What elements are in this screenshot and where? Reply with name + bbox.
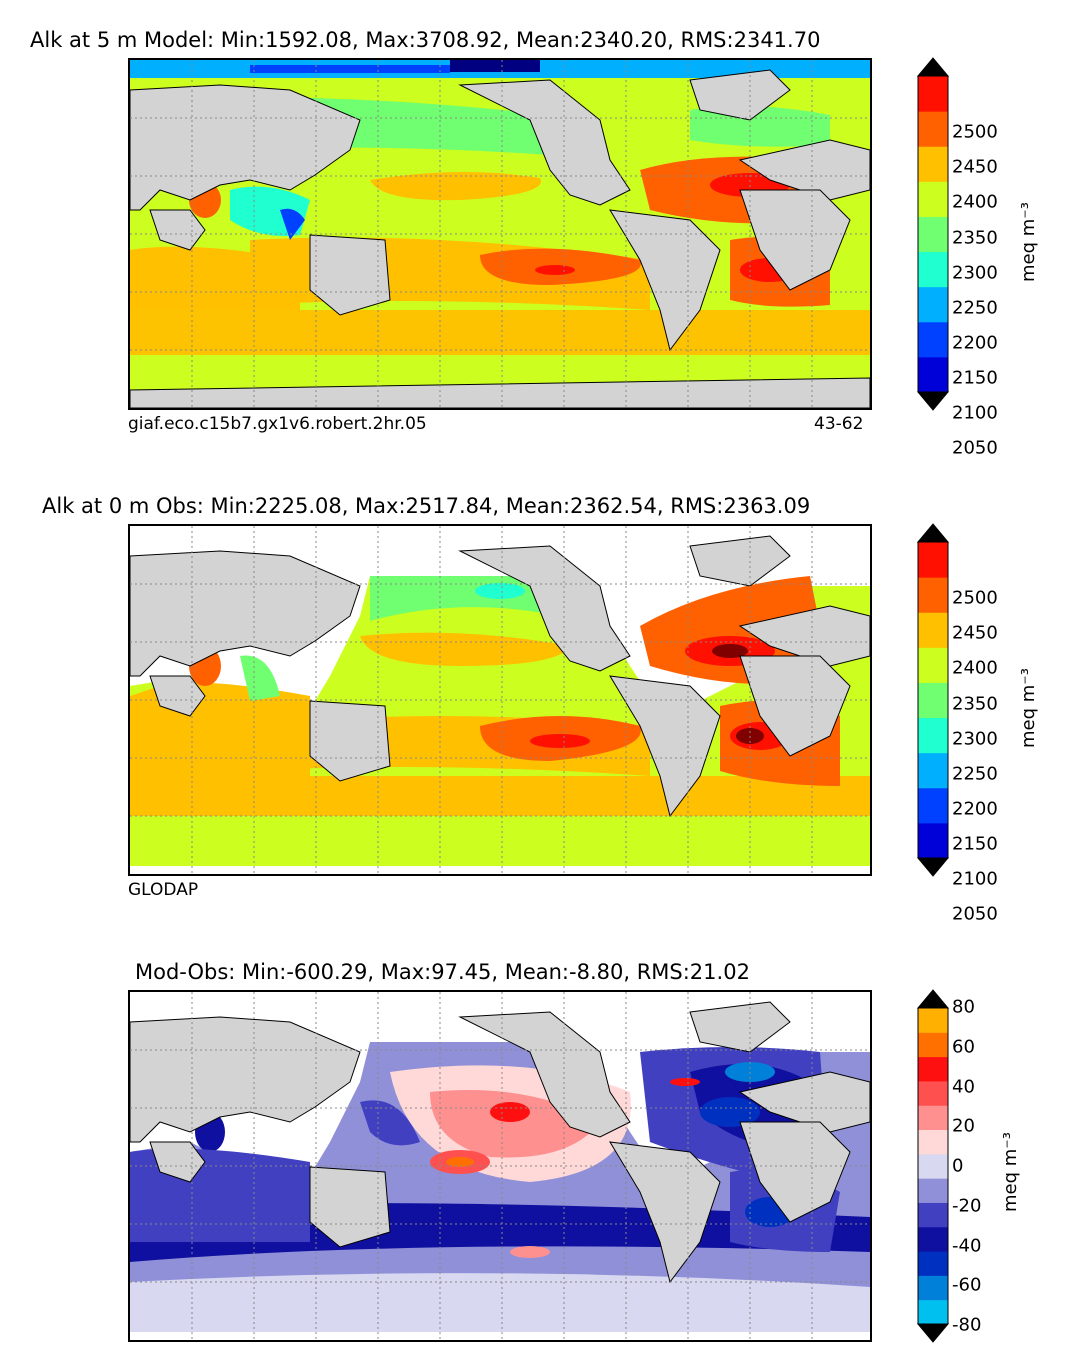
- colorbar-segment: [918, 356, 948, 393]
- colorbar-tick-label: 2300: [952, 728, 998, 750]
- colorbar-tick-label: 2250: [952, 297, 998, 319]
- colorbar-segment: [918, 216, 948, 253]
- colorbar-segment: [918, 1226, 948, 1252]
- colorbar-segment: [918, 752, 948, 789]
- colorbar-extend-min: [916, 857, 950, 877]
- colorbar-segment: [918, 822, 948, 859]
- diff-title: Mod-Obs: Min:-600.29, Max:97.45, Mean:-8…: [135, 960, 750, 984]
- colorbar-tick-label: 2500: [952, 121, 998, 143]
- colorbar-extend-min: [916, 391, 950, 411]
- colorbar-extend-min: [916, 1323, 950, 1343]
- colorbar-tick-label: 80: [952, 996, 975, 1018]
- colorbar-segment: [918, 1275, 948, 1301]
- colorbar-tick-label: 2200: [952, 798, 998, 820]
- model-title: Alk at 5 m Model: Min:1592.08, Max:3708.…: [30, 28, 821, 52]
- colorbar-tick-label: 2250: [952, 763, 998, 785]
- colorbar-segment: [918, 181, 948, 217]
- colorbar-segment: [918, 1251, 948, 1276]
- colorbar-tick-label: 2350: [952, 227, 998, 248]
- colorbar-segment: [918, 251, 948, 288]
- colorbar-segment: [918, 1202, 948, 1228]
- model-years-label: 43-62: [814, 414, 864, 434]
- colorbar-tick-label: 2350: [952, 693, 998, 714]
- colorbar-tick-label: -20: [952, 1195, 982, 1217]
- colorbar-segment: [918, 111, 948, 147]
- diff-colorbar: [916, 989, 950, 1343]
- colorbar-segment: [918, 1105, 948, 1131]
- model-colorbar: [916, 57, 950, 411]
- colorbar-frame: [917, 75, 949, 393]
- colorbar-segment: [918, 1129, 948, 1155]
- colorbar-segment: [918, 1056, 948, 1082]
- colorbar-tick-label: -40: [952, 1235, 982, 1256]
- colorbar-tick-label: 0: [952, 1155, 964, 1177]
- colorbar-segment: [918, 1080, 948, 1106]
- colorbar-segment: [918, 1008, 948, 1033]
- diff-colorbar-unit: meq m⁻³: [1000, 1131, 1021, 1212]
- colorbar-tick-label: 2100: [952, 402, 998, 424]
- colorbar-tick-label: 2500: [952, 587, 998, 609]
- colorbar-segment: [918, 682, 948, 719]
- colorbar-extend-max: [916, 57, 950, 77]
- colorbar-segment: [918, 717, 948, 754]
- colorbar-segment: [918, 1032, 948, 1058]
- colorbar-tick-label: 2450: [952, 622, 998, 644]
- colorbar-tick-label: 2050: [952, 437, 998, 459]
- colorbar-segment: [918, 286, 948, 323]
- colorbar-tick-label: -80: [952, 1314, 982, 1336]
- colorbar-segment: [918, 1178, 948, 1203]
- colorbar-tick-label: 2300: [952, 262, 998, 284]
- colorbar-tick-label: 2200: [952, 332, 998, 354]
- colorbar-segment: [918, 321, 948, 358]
- obs-title: Alk at 0 m Obs: Min:2225.08, Max:2517.84…: [42, 494, 811, 518]
- colorbar-segment: [918, 76, 948, 112]
- colorbar-tick-label: 2400: [952, 191, 998, 213]
- colorbar-frame: [917, 541, 949, 859]
- obs-source-label: GLODAP: [128, 880, 199, 900]
- colorbar-segment: [918, 146, 948, 182]
- colorbar-frame: [917, 1007, 949, 1325]
- colorbar-extend-max: [916, 989, 950, 1009]
- diff-map: [128, 990, 872, 1342]
- colorbar-segment: [918, 542, 948, 578]
- colorbar-tick-label: 2450: [952, 156, 998, 178]
- colorbar-segment: [918, 612, 948, 648]
- obs-colorbar-unit: meq m⁻³: [1018, 667, 1039, 748]
- obs-colorbar: [916, 523, 950, 877]
- colorbar-tick-label: 2150: [952, 833, 998, 855]
- colorbar-tick-label: 20: [952, 1115, 975, 1137]
- model-colorbar-unit: meq m⁻³: [1018, 201, 1039, 282]
- colorbar-tick-label: 2150: [952, 367, 998, 389]
- colorbar-segment: [918, 1299, 948, 1325]
- colorbar-extend-max: [916, 523, 950, 543]
- colorbar-tick-label: 2400: [952, 657, 998, 679]
- colorbar-segment: [918, 577, 948, 613]
- colorbar-tick-label: 60: [952, 1036, 975, 1058]
- colorbar-segment: [918, 1153, 948, 1179]
- colorbar-tick-label: -60: [952, 1274, 982, 1296]
- colorbar-tick-label: 2050: [952, 903, 998, 925]
- colorbar-tick-label: 2100: [952, 868, 998, 890]
- colorbar-segment: [918, 787, 948, 824]
- model-run-label: giaf.eco.c15b7.gx1v6.robert.2hr.05: [128, 414, 427, 434]
- obs-map: [128, 524, 872, 876]
- colorbar-tick-label: 40: [952, 1076, 975, 1097]
- model-map: [128, 58, 872, 410]
- colorbar-segment: [918, 647, 948, 683]
